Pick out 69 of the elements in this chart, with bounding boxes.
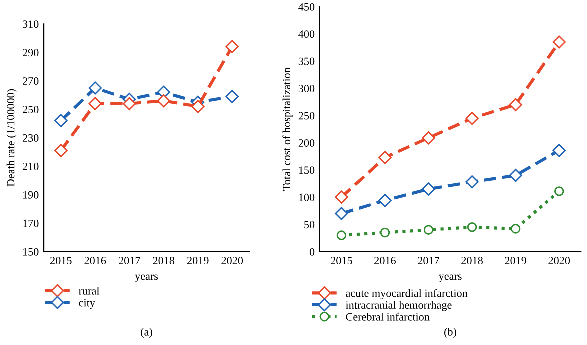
y-tick-label: 310: [23, 20, 39, 28]
point: [335, 190, 348, 204]
y-tick-label: 400: [298, 30, 315, 38]
point: [378, 194, 392, 208]
point: [424, 225, 434, 235]
y-tick-label: 230: [22, 134, 39, 142]
y-axis-title: Total cost of hospitalization: [282, 68, 293, 191]
point: [552, 36, 566, 49]
x-tick-label: 2020: [222, 257, 244, 265]
point: [380, 228, 390, 238]
point: [88, 97, 102, 110]
y-tick-label: 250: [22, 106, 39, 114]
point: [467, 222, 478, 232]
y-tick-label: 300: [298, 85, 315, 93]
y-tick-label: 250: [298, 112, 315, 120]
x-tick-label: 2015: [50, 257, 72, 265]
x-tick-label: 2018: [462, 257, 483, 265]
point: [123, 97, 136, 110]
legend-label: intracranial hemorrhage: [346, 301, 452, 312]
point: [157, 94, 170, 108]
legend-label: Cerebral infarction: [346, 312, 430, 321]
y-tick-label: 150: [299, 166, 315, 174]
point: [552, 144, 566, 158]
y-tick-label: 0: [310, 248, 315, 256]
legend-label: rural: [79, 287, 100, 295]
y-tick-label: 200: [298, 139, 315, 147]
point: [422, 131, 436, 145]
text: (b): [444, 328, 457, 338]
y-tick-label: 290: [22, 49, 39, 57]
x-tick-label: 2018: [153, 257, 175, 265]
x-axis-title: years: [438, 274, 462, 282]
x-tick-label: 2017: [119, 257, 140, 265]
y-tick-label: 150: [23, 248, 39, 256]
text: (a): [141, 328, 152, 338]
point: [378, 151, 392, 164]
point: [192, 100, 205, 114]
y-axis-title: Death rate (1/100000): [6, 89, 17, 187]
legend-label: acute myocardial infarction: [346, 289, 468, 300]
y-tick-label: 350: [298, 58, 315, 66]
legend-label: city: [79, 299, 96, 309]
y-tick-label: 50: [304, 221, 315, 229]
point: [54, 144, 68, 158]
x-axis-title: years: [135, 274, 158, 282]
point: [466, 112, 479, 126]
x-tick-label: 2019: [187, 257, 209, 265]
x-tick-label: 2017: [418, 257, 440, 265]
point: [509, 98, 522, 112]
point: [336, 230, 347, 240]
point: [226, 90, 239, 104]
x-tick-label: 2016: [374, 257, 396, 265]
y-tick-label: 100: [299, 194, 315, 202]
point: [335, 207, 348, 220]
x-tick-label: 2015: [331, 257, 352, 265]
point: [88, 82, 102, 95]
point: [226, 40, 239, 54]
point: [554, 186, 564, 196]
point: [54, 114, 68, 128]
y-tick-label: 190: [23, 191, 39, 199]
y-tick-label: 270: [22, 78, 39, 86]
point: [422, 182, 436, 196]
point: [466, 176, 479, 189]
y-tick-label: 450: [298, 3, 315, 11]
x-tick-label: 2019: [505, 257, 526, 265]
y-tick-label: 210: [22, 162, 39, 170]
y-tick-label: 170: [23, 220, 39, 228]
x-tick-label: 2016: [84, 257, 106, 265]
point: [509, 169, 522, 182]
point: [510, 224, 521, 234]
x-tick-label: 2020: [548, 257, 570, 265]
